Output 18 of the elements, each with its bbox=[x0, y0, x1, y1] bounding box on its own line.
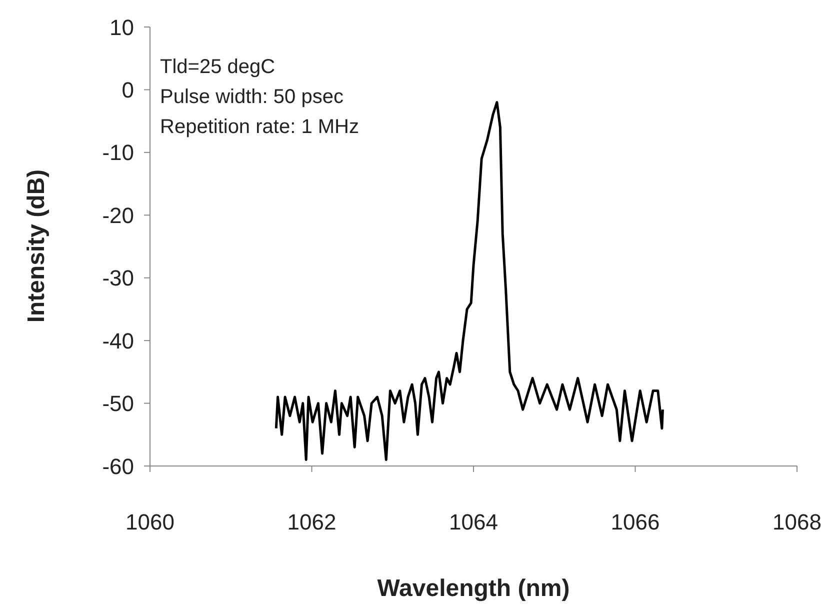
x-tick-label: 1066 bbox=[610, 510, 660, 535]
y-tick-label: -40 bbox=[102, 328, 134, 354]
x-tick-label: 1062 bbox=[287, 510, 336, 535]
x-axis-title: Wavelength (nm) bbox=[376, 575, 571, 603]
y-axis-title: Intensity (dB) bbox=[23, 169, 51, 323]
y-tick-label: -20 bbox=[102, 202, 134, 228]
y-tick-label: 10 bbox=[110, 14, 134, 40]
annotation: Pulse width: 50 psec bbox=[160, 85, 344, 110]
x-tick-label: 1060 bbox=[126, 510, 174, 535]
y-tick-label: 0 bbox=[122, 78, 134, 103]
y-tick-label: -10 bbox=[102, 140, 134, 166]
y-tick-label: -50 bbox=[102, 391, 134, 416]
x-tick-label: 1068 bbox=[772, 510, 821, 535]
annotation: Repetition rate: 1 MHz bbox=[160, 115, 359, 140]
y-tick-label: -30 bbox=[102, 266, 134, 291]
y-tick-label: -60 bbox=[102, 454, 134, 479]
x-tick-label: 1064 bbox=[449, 510, 498, 535]
annotation: Tld=25 degC bbox=[160, 55, 276, 80]
